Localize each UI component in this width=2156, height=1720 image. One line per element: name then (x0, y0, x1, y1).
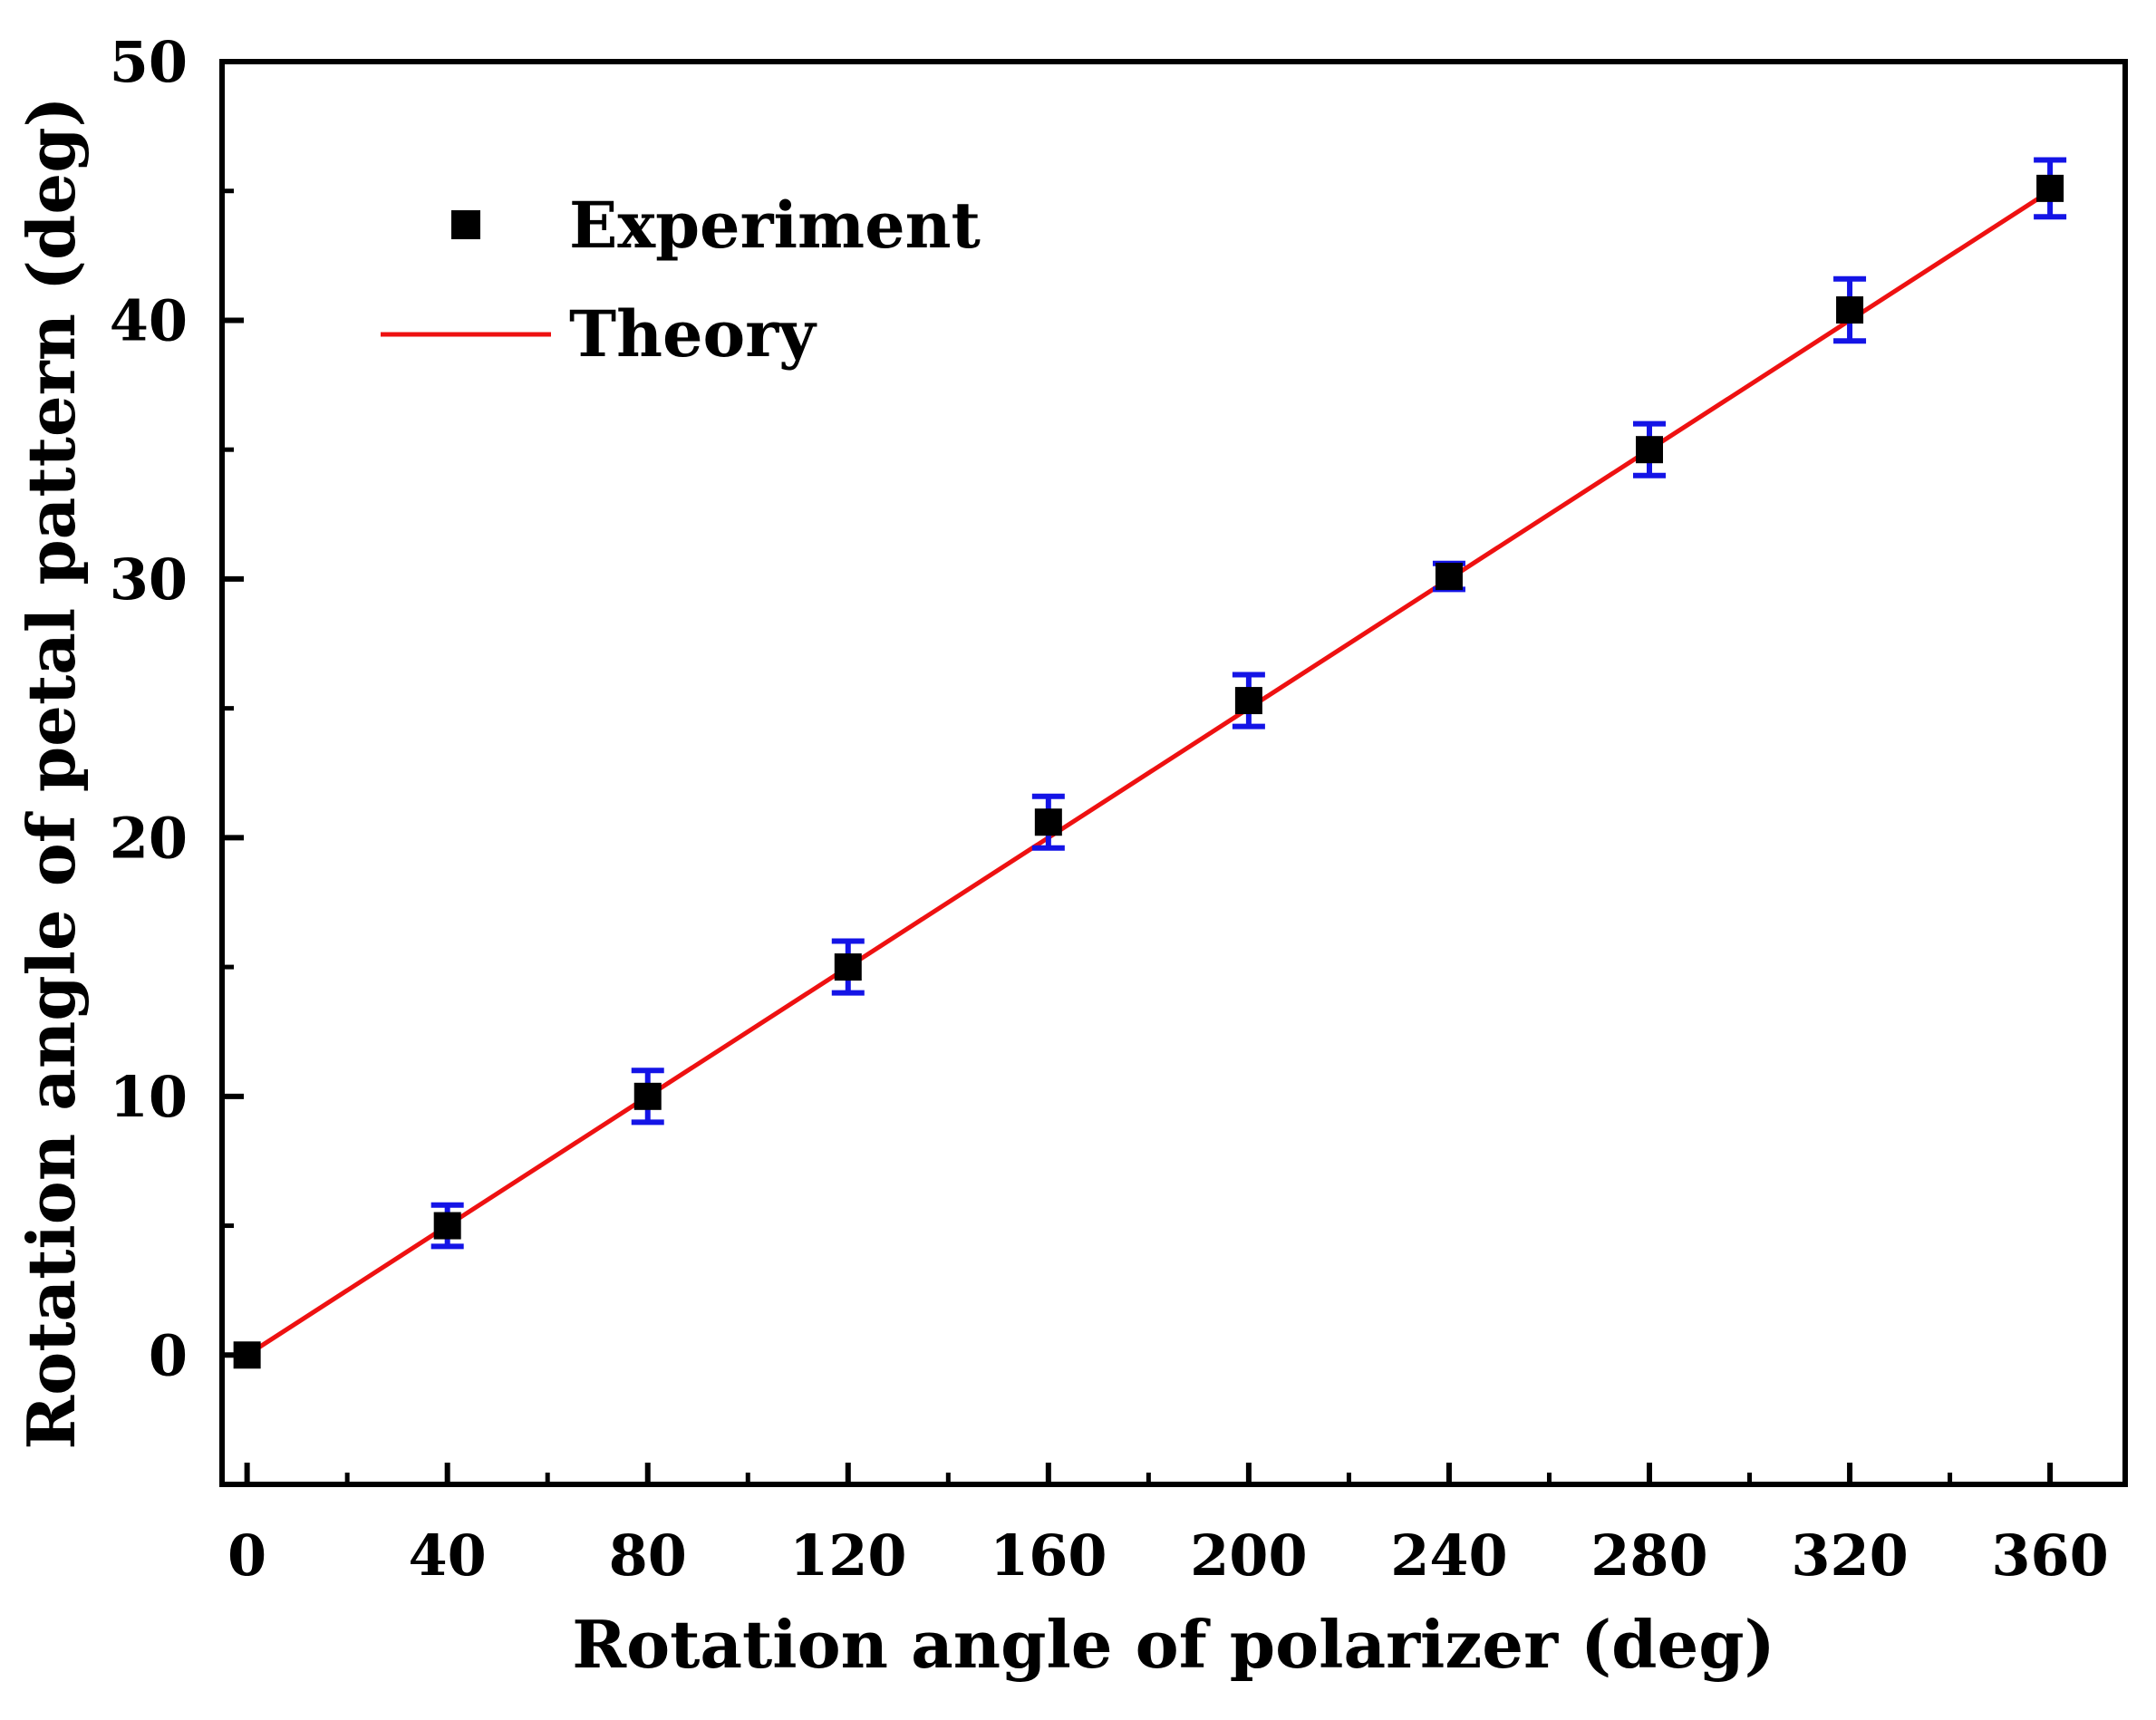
legend-experiment-label: Experiment (569, 188, 981, 263)
experiment-point (1034, 808, 1062, 836)
experiment-point (1836, 296, 1864, 324)
x-tick-label: 0 (227, 1522, 266, 1589)
theory-line (246, 188, 2052, 1358)
experiment-point (1234, 687, 1262, 715)
y-tick-label: 10 (110, 1064, 188, 1130)
y-tick-label: 0 (149, 1322, 188, 1388)
x-tick-label: 360 (1991, 1522, 2108, 1589)
x-tick-label: 120 (789, 1522, 906, 1589)
x-tick-label: 160 (990, 1522, 1107, 1589)
plot-frame (219, 59, 2128, 1487)
x-tick-label: 200 (1190, 1522, 1307, 1589)
y-tick-label: 50 (110, 29, 188, 95)
x-tick-label: 320 (1791, 1522, 1908, 1589)
legend-experiment-marker (451, 210, 480, 239)
y-tick-label: 20 (110, 805, 188, 871)
experiment-point (633, 1082, 662, 1110)
x-axis-title: Rotation angle of polarizer (deg) (572, 1606, 1774, 1683)
legend-theory-label: Theory (569, 296, 817, 372)
experiment-point (834, 953, 862, 981)
experiment-point (233, 1341, 261, 1369)
x-tick-label: 40 (409, 1522, 487, 1589)
experiment-point (1435, 563, 1463, 591)
x-tick-label: 240 (1390, 1522, 1507, 1589)
y-tick-label: 30 (110, 546, 188, 613)
y-axis-title: Rotation angle of petal pattern (deg) (13, 96, 90, 1449)
x-tick-label: 280 (1590, 1522, 1707, 1589)
experiment-point (433, 1212, 461, 1240)
experiment-point (1636, 436, 1663, 464)
experiment-point (2036, 174, 2064, 202)
y-tick-label: 40 (110, 287, 188, 353)
x-tick-label: 80 (609, 1522, 687, 1589)
